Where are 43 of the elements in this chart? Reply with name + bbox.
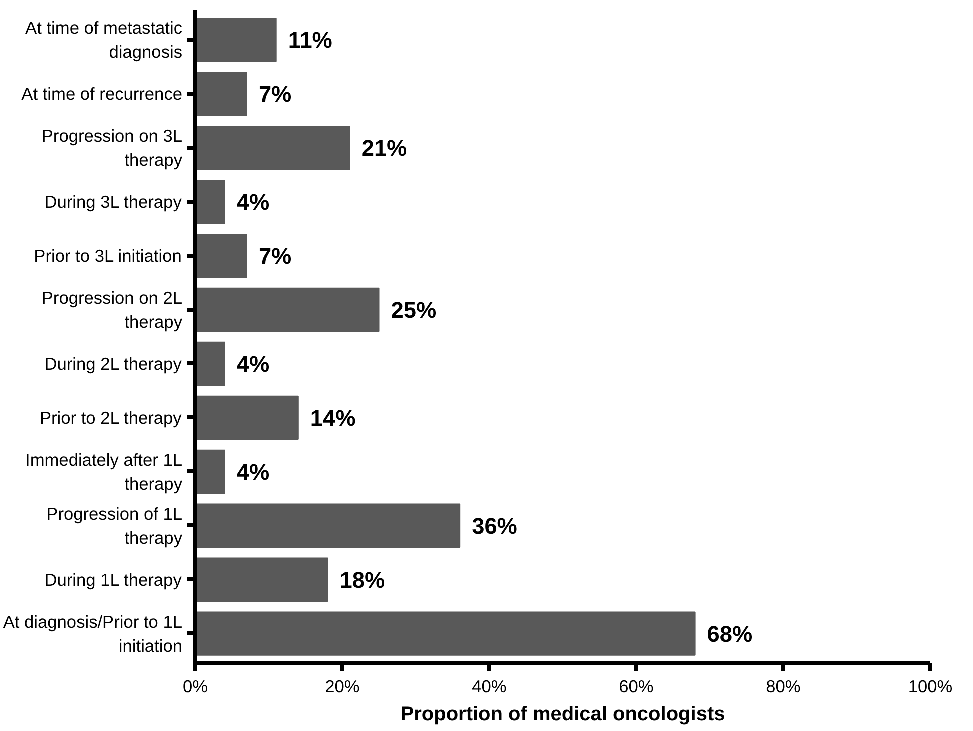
y-tick-label: Immediately after 1L therapy xyxy=(26,450,183,494)
x-axis-title: Proportion of medical oncologists xyxy=(400,704,726,726)
y-tick-label: At time of metastatic diagnosis xyxy=(26,18,183,62)
bar xyxy=(196,558,328,602)
data-label: 68% xyxy=(707,620,753,647)
y-tick-label: Prior to 3L initiation xyxy=(34,246,182,266)
bar xyxy=(196,396,299,440)
bar xyxy=(196,612,696,656)
data-label: 14% xyxy=(310,404,356,431)
data-label: 7% xyxy=(258,81,292,108)
bar xyxy=(196,180,226,224)
x-tick-label: 100% xyxy=(908,676,953,696)
bar xyxy=(196,126,350,170)
data-label: 25% xyxy=(391,297,437,324)
y-tick-label: During 1L therapy xyxy=(44,570,182,590)
data-label: 36% xyxy=(472,512,518,539)
y-tick-label: At diagnosis/Prior to 1L initiation xyxy=(3,612,183,656)
bar xyxy=(196,18,277,62)
bar xyxy=(196,288,380,332)
data-label: 21% xyxy=(362,135,408,162)
y-tick-label: Progression of 1L therapy xyxy=(46,504,183,548)
y-tick-label: Progression on 3L therapy xyxy=(42,126,183,170)
data-label: 4% xyxy=(236,350,270,377)
y-tick-label: At time of recurrence xyxy=(22,84,182,104)
bar xyxy=(196,450,226,494)
x-tick-label: 20% xyxy=(325,676,360,696)
bar xyxy=(196,72,248,116)
y-tick-label: During 2L therapy xyxy=(44,354,182,374)
data-label: 18% xyxy=(340,566,386,593)
data-label: 11% xyxy=(288,27,332,54)
data-label: 7% xyxy=(258,243,292,270)
data-label: 4% xyxy=(236,189,270,216)
x-tick-label: 40% xyxy=(472,676,507,696)
bar xyxy=(196,342,226,386)
y-tick-label: During 3L therapy xyxy=(44,192,182,212)
x-tick-label: 60% xyxy=(619,676,654,696)
y-tick-label: Progression on 2L therapy xyxy=(42,288,183,332)
y-tick-label: Prior to 2L therapy xyxy=(40,408,182,428)
x-tick-label: 0% xyxy=(182,676,208,696)
x-tick-label: 80% xyxy=(766,676,801,696)
bar xyxy=(196,234,248,278)
bar xyxy=(196,504,461,548)
data-label: 4% xyxy=(236,458,270,485)
